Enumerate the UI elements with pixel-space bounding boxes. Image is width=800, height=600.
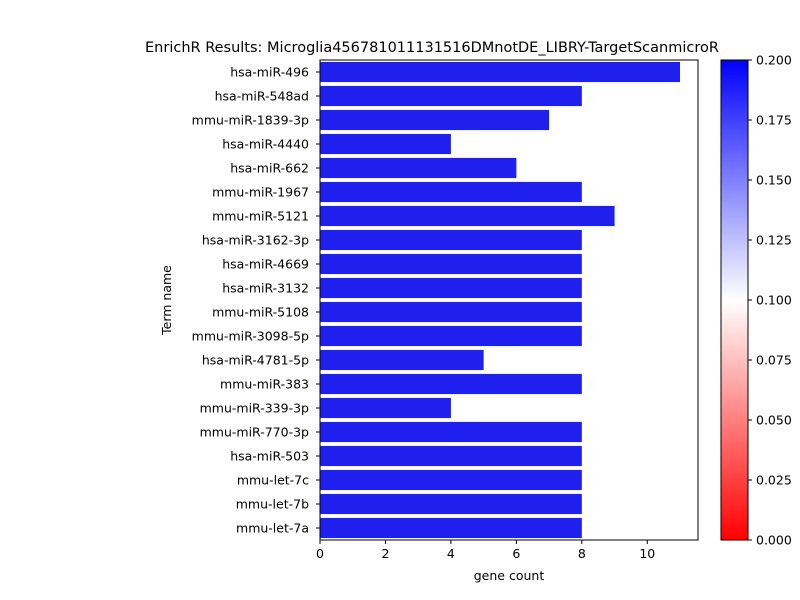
bar xyxy=(320,421,582,443)
bar xyxy=(320,397,451,419)
bar xyxy=(320,517,582,539)
bar xyxy=(320,109,550,131)
colorbar-ticks: 0.000 0.025 0.050 0.075 0.100 0.125 0.150 0.175… xyxy=(748,53,792,548)
bar xyxy=(320,205,615,227)
y-tick-label: hsa-miR-662 xyxy=(230,161,309,176)
x-axis-label: gene count xyxy=(474,568,545,583)
bar xyxy=(320,61,680,83)
colorbar-tick-label: 0.000 xyxy=(756,533,792,548)
colorbar-tick-label: 0.050 xyxy=(756,413,792,428)
y-tick-labels: hsa-miR-496 hsa-miR-548ad mmu-miR-1839-3p h… xyxy=(192,65,320,536)
y-tick-label: mmu-miR-3098-5p xyxy=(192,329,309,344)
y-tick-label: hsa-miR-4669 xyxy=(222,257,309,272)
y-tick-label: hsa-miR-3162-3p xyxy=(202,233,309,248)
bar xyxy=(320,157,517,179)
chart-title: EnrichR Results: Microglia45678101113151… xyxy=(145,40,719,56)
x-tick-label: 6 xyxy=(512,546,520,561)
bar xyxy=(320,253,582,275)
bar xyxy=(320,325,582,347)
y-tick-label: hsa-miR-3132 xyxy=(222,281,309,296)
y-tick-label: hsa-miR-548ad xyxy=(215,89,309,104)
colorbar-tick-label: 0.075 xyxy=(756,353,792,368)
y-tick-label: hsa-miR-496 xyxy=(230,65,309,80)
y-tick-label: hsa-miR-503 xyxy=(230,449,309,464)
x-axis: 0 2 4 6 8 10 xyxy=(316,540,655,561)
colorbar-tick-label: 0.150 xyxy=(756,173,792,188)
bar xyxy=(320,181,582,203)
colorbar-tick-label: 0.125 xyxy=(756,233,792,248)
bar xyxy=(320,373,582,395)
x-tick-label: 0 xyxy=(316,546,324,561)
colorbar-gradient xyxy=(720,59,749,541)
bar xyxy=(320,277,582,299)
bar xyxy=(320,133,451,155)
x-tick-label: 8 xyxy=(578,546,586,561)
bar xyxy=(320,349,484,371)
y-tick-label: mmu-miR-770-3p xyxy=(200,425,309,440)
colorbar-tick-label: 0.025 xyxy=(756,473,792,488)
x-tick-label: 10 xyxy=(639,546,655,561)
colorbar-tick-label: 0.200 xyxy=(756,53,792,68)
y-tick-label: hsa-miR-4440 xyxy=(222,137,309,152)
y-tick-label: mmu-miR-1839-3p xyxy=(192,113,309,128)
colorbar-tick-label: 0.100 xyxy=(756,293,792,308)
bar xyxy=(320,229,582,251)
colorbar-tick-label: 0.175 xyxy=(756,113,792,128)
bar xyxy=(320,301,582,323)
x-tick-label: 4 xyxy=(447,546,455,561)
plot-frame xyxy=(319,59,699,541)
y-tick-label: hsa-miR-4781-5p xyxy=(202,353,309,368)
y-tick-label: mmu-miR-5121 xyxy=(212,209,309,224)
bar xyxy=(320,493,582,515)
bar xyxy=(320,469,582,491)
x-tick-label: 2 xyxy=(381,546,389,561)
y-tick-label: mmu-let-7a xyxy=(236,521,309,536)
y-tick-label: mmu-miR-1967 xyxy=(212,185,309,200)
bars-group xyxy=(320,61,680,539)
bar xyxy=(320,85,582,107)
y-tick-label: mmu-miR-339-3p xyxy=(200,401,309,416)
colorbar: 0.000 0.025 0.050 0.075 0.100 0.125 0.150 0.175… xyxy=(720,53,792,548)
y-tick-label: mmu-let-7c xyxy=(237,473,309,488)
y-tick-label: mmu-miR-5108 xyxy=(212,305,309,320)
y-axis-label: Term name xyxy=(159,265,174,336)
bar xyxy=(320,445,582,467)
y-tick-label: mmu-let-7b xyxy=(236,497,309,512)
y-tick-label: mmu-miR-383 xyxy=(220,377,309,392)
